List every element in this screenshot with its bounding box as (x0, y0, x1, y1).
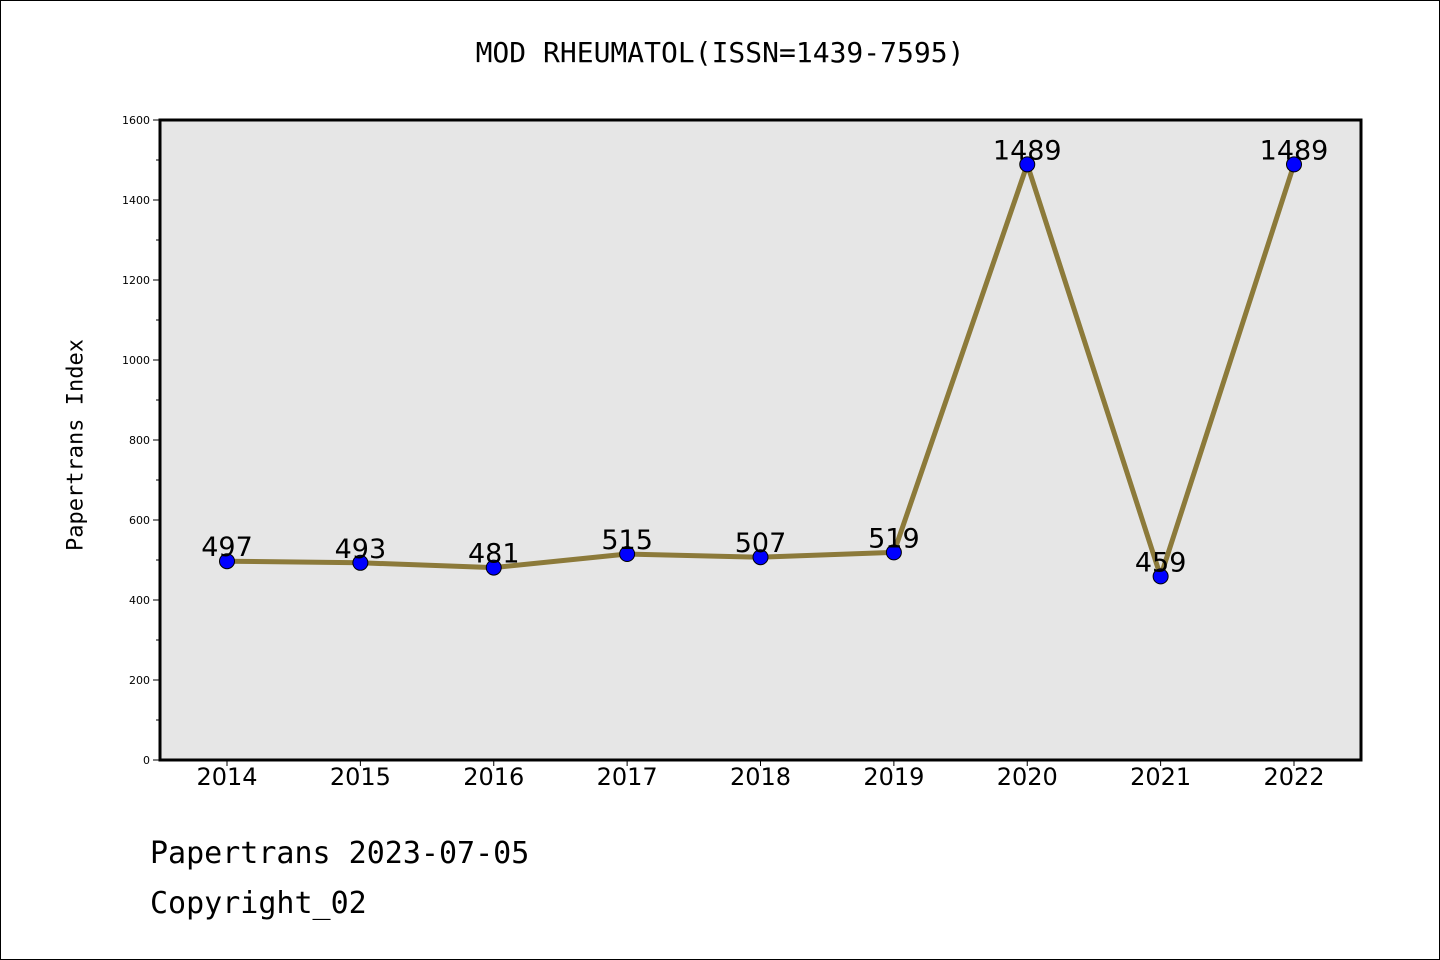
data-label: 497 (201, 532, 253, 563)
data-point (219, 553, 235, 570)
data-label: 515 (601, 525, 653, 556)
data-point (485, 559, 502, 576)
data-label: 1489 (1260, 135, 1329, 166)
y-tick-label: 1200 (122, 274, 150, 287)
data-label: 1489 (993, 135, 1062, 166)
x-tick-label: 2017 (597, 763, 658, 791)
y-tick-label: 200 (129, 674, 150, 687)
data-point (1286, 156, 1302, 173)
data-label: 519 (868, 523, 920, 554)
footer-date-text: Papertrans 2023-07-05 (150, 836, 530, 871)
data-point (752, 549, 769, 566)
y-tick-label: 1000 (122, 354, 150, 367)
plot-area (160, 120, 1361, 760)
data-point (885, 544, 902, 561)
data-point (1152, 568, 1169, 585)
data-point (352, 554, 369, 571)
y-tick-label: 1600 (122, 114, 150, 127)
y-tick-label: 1400 (122, 194, 150, 207)
y-tick-label: 400 (129, 594, 150, 607)
y-tick-label: 0 (143, 754, 150, 767)
x-tick-label: 2021 (1130, 763, 1191, 791)
plot-border (158, 118, 1363, 762)
x-tick-label: 2016 (463, 763, 524, 791)
x-tick-label: 2018 (730, 763, 791, 791)
x-tick-label: 2015 (330, 763, 391, 791)
data-label: 493 (335, 534, 387, 565)
data-label: 507 (735, 528, 787, 559)
data-point (619, 546, 636, 562)
x-tick-label: 2014 (196, 763, 257, 791)
x-tick-label: 2020 (997, 763, 1058, 791)
data-point (1019, 156, 1036, 173)
y-tick-label: 800 (129, 434, 150, 447)
data-label: 481 (468, 539, 520, 570)
footer-copyright-text: Copyright_02 (150, 886, 367, 921)
y-tick-label: 600 (129, 514, 150, 527)
x-tick-label: 2019 (863, 763, 924, 791)
data-label: 459 (1135, 547, 1187, 578)
x-tick-label: 2022 (1263, 763, 1324, 791)
chart-title: MOD RHEUMATOL(ISSN=1439-7595) (475, 36, 965, 69)
